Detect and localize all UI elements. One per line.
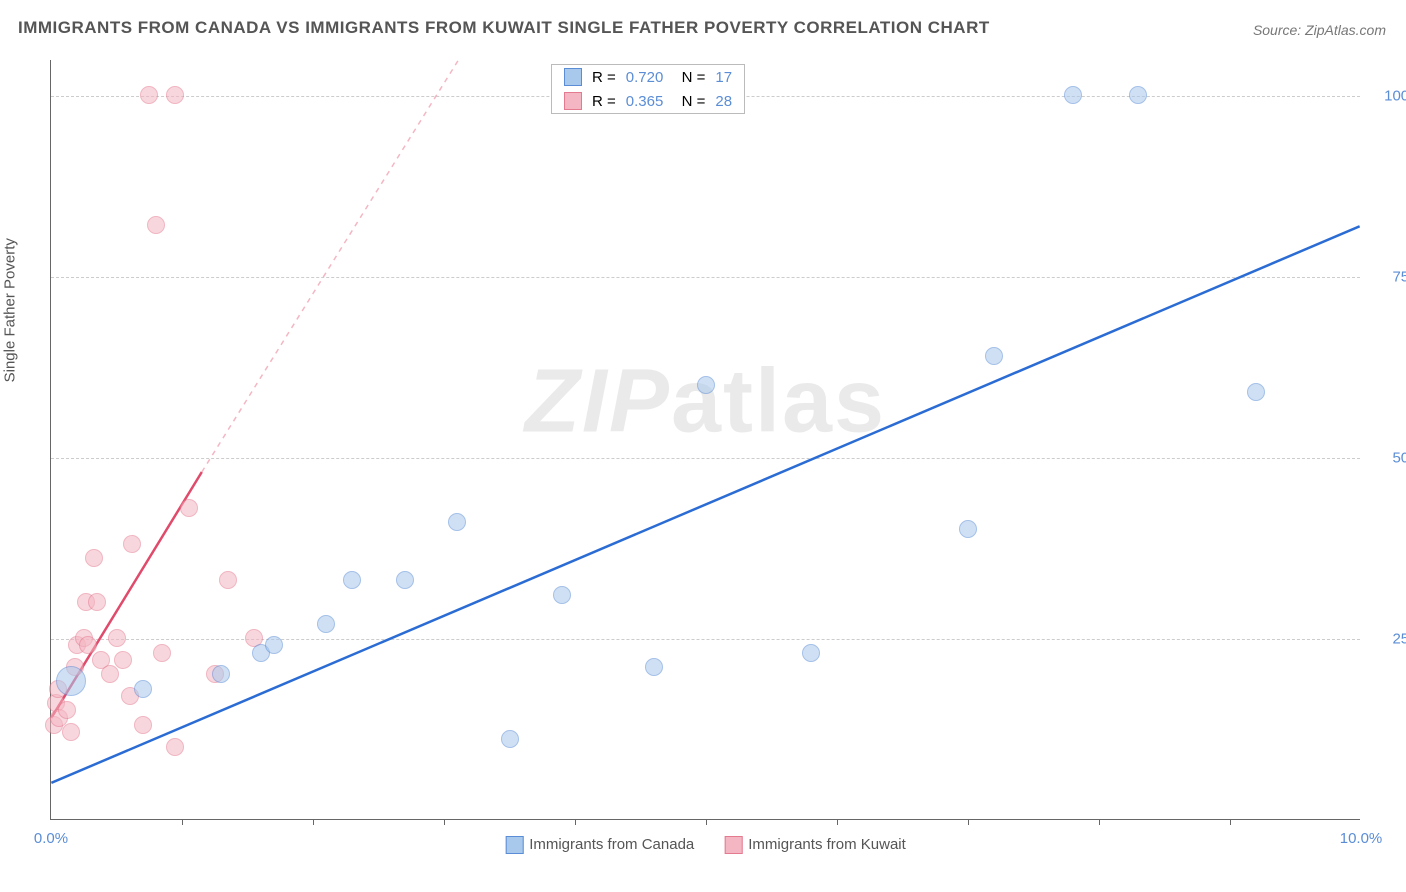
- x-tick-mark: [575, 819, 576, 825]
- data-point: [396, 571, 414, 589]
- legend-row: R = 0.720 N = 17: [552, 65, 744, 89]
- data-point: [85, 549, 103, 567]
- data-point: [985, 347, 1003, 365]
- data-point: [802, 644, 820, 662]
- points-layer: [51, 60, 1360, 819]
- legend-n-label: N =: [673, 93, 705, 110]
- x-tick-mark: [313, 819, 314, 825]
- data-point: [56, 666, 86, 696]
- data-point: [166, 86, 184, 104]
- legend-label: Immigrants from Kuwait: [748, 836, 906, 853]
- legend-r-label: R =: [592, 93, 616, 110]
- correlation-legend: R = 0.720 N = 17 R = 0.365 N = 28: [551, 64, 745, 114]
- data-point: [79, 636, 97, 654]
- data-point: [645, 658, 663, 676]
- data-point: [959, 520, 977, 538]
- data-point: [697, 376, 715, 394]
- source-label: Source: ZipAtlas.com: [1253, 22, 1386, 38]
- data-point: [265, 636, 283, 654]
- y-tick-label: 50.0%: [1392, 450, 1406, 467]
- data-point: [317, 615, 335, 633]
- data-point: [108, 629, 126, 647]
- legend-swatch: [505, 836, 523, 854]
- legend-swatch: [724, 836, 742, 854]
- x-tick-label: 10.0%: [1340, 830, 1383, 847]
- x-tick-mark: [444, 819, 445, 825]
- data-point: [1129, 86, 1147, 104]
- data-point: [101, 665, 119, 683]
- data-point: [134, 716, 152, 734]
- legend-row: R = 0.365 N = 28: [552, 89, 744, 113]
- x-tick-mark: [706, 819, 707, 825]
- legend-r-value: 0.365: [626, 93, 664, 110]
- data-point: [343, 571, 361, 589]
- x-tick-mark: [182, 819, 183, 825]
- legend-item: Immigrants from Kuwait: [724, 836, 906, 854]
- data-point: [140, 86, 158, 104]
- y-tick-label: 25.0%: [1392, 631, 1406, 648]
- x-tick-mark: [968, 819, 969, 825]
- legend-r-value: 0.720: [626, 69, 664, 86]
- data-point: [219, 571, 237, 589]
- data-point: [166, 738, 184, 756]
- series-legend: Immigrants from Canada Immigrants from Ku…: [505, 836, 906, 854]
- data-point: [501, 730, 519, 748]
- x-tick-label: 0.0%: [34, 830, 68, 847]
- data-point: [62, 723, 80, 741]
- x-tick-mark: [837, 819, 838, 825]
- y-axis-label: Single Father Poverty: [2, 238, 19, 382]
- data-point: [1064, 86, 1082, 104]
- data-point: [58, 701, 76, 719]
- legend-item: Immigrants from Canada: [505, 836, 694, 854]
- data-point: [134, 680, 152, 698]
- legend-label: Immigrants from Canada: [529, 836, 694, 853]
- y-tick-label: 100.0%: [1384, 88, 1406, 105]
- data-point: [180, 499, 198, 517]
- data-point: [553, 586, 571, 604]
- chart-title: IMMIGRANTS FROM CANADA VS IMMIGRANTS FRO…: [18, 18, 990, 38]
- legend-n-value: 17: [715, 69, 732, 86]
- data-point: [212, 665, 230, 683]
- data-point: [114, 651, 132, 669]
- chart-container: IMMIGRANTS FROM CANADA VS IMMIGRANTS FRO…: [0, 0, 1406, 892]
- x-tick-mark: [1099, 819, 1100, 825]
- legend-swatch: [564, 68, 582, 86]
- legend-n-label: N =: [673, 69, 705, 86]
- data-point: [88, 593, 106, 611]
- y-tick-label: 75.0%: [1392, 269, 1406, 286]
- legend-n-value: 28: [715, 93, 732, 110]
- legend-swatch: [564, 92, 582, 110]
- data-point: [153, 644, 171, 662]
- x-tick-mark: [1230, 819, 1231, 825]
- plot-area: ZIPatlas R = 0.720 N = 17 R = 0.365 N = …: [50, 60, 1360, 820]
- data-point: [123, 535, 141, 553]
- data-point: [448, 513, 466, 531]
- data-point: [1247, 383, 1265, 401]
- data-point: [147, 216, 165, 234]
- legend-r-label: R =: [592, 69, 616, 86]
